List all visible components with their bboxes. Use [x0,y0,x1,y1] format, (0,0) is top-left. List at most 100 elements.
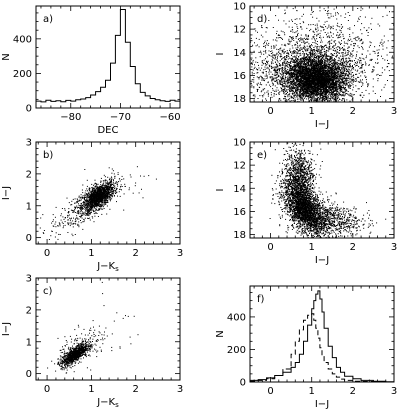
scatter-point [337,73,339,75]
scatter-point [71,364,73,366]
scatter-point [327,85,329,87]
scatter-point [72,348,74,350]
scatter-point [87,217,89,219]
scatter-point [102,204,104,206]
scatter-point [119,347,121,349]
scatter-point [112,187,114,189]
scatter-point [84,341,86,342]
scatter-point [307,96,308,98]
scatter-point [335,95,337,97]
scatter-point [98,335,100,336]
scatter-point [352,86,354,88]
scatter-point [101,188,103,190]
scatter-point [96,193,98,195]
scatter-point [331,95,333,97]
scatter-point [332,61,334,63]
scatter-point [107,185,109,187]
scatter-point [115,181,117,183]
scatter-point [98,192,100,194]
scatter-point [330,75,332,77]
scatter-point [73,355,75,356]
scatter-point [57,238,59,240]
scatter-point [84,353,86,355]
scatter-point [89,355,91,357]
scatter-point [97,186,99,188]
scatter-point [108,188,110,190]
scatter-point [113,185,115,187]
scatter-point [77,345,79,347]
scatter-point [57,361,59,363]
scatter-point [76,353,78,355]
scatter-point [102,197,104,198]
scatter-point [90,200,92,202]
scatter-point [109,188,111,190]
scatter-point [297,90,299,92]
scatter-point [95,196,97,198]
scatter-point [87,203,89,205]
scatter-point [67,348,69,350]
scatter-point [96,340,98,342]
scatter-point [42,214,44,216]
scatter-point [298,109,299,110]
scatter-point [87,193,89,195]
scatter-point [71,357,72,358]
scatter-point [92,320,94,322]
scatter-point [288,85,290,87]
y-tick-label: 1 [26,201,32,212]
scatter-point [103,201,105,203]
scatter-point [73,217,74,219]
scatter-point [75,223,77,225]
scatter-point [120,186,121,188]
scatter-point [63,356,65,358]
scatter-point [84,204,86,206]
scatter-point [60,213,62,215]
scatter-point [89,209,91,211]
scatter-point [329,59,331,61]
scatter-point [63,367,65,369]
scatter-point [322,99,324,101]
scatter-point [98,188,100,190]
scatter-point [84,349,86,351]
scatter-point [332,87,334,89]
scatter-point [88,215,90,217]
scatter-point [97,193,99,195]
scatter-point [75,351,77,353]
scatter-point [319,67,321,69]
scatter-point [108,167,110,169]
scatter-point [100,201,102,203]
scatter-point [110,190,112,192]
scatter-point [70,204,72,206]
scatter-point [292,52,294,54]
scatter-point [72,354,73,356]
scatter-point [293,69,295,71]
scatter-point [74,357,76,359]
scatter-point [105,197,107,199]
scatter-point [112,170,114,172]
scatter-point [304,93,306,95]
scatter-point [69,359,71,361]
scatter-point [106,192,108,193]
scatter-point [69,219,71,221]
scatter-point [97,350,99,352]
scatter-point [77,211,79,212]
scatter-point [80,211,82,213]
scatter-point [95,204,97,205]
y-axis-label: N [1,53,12,60]
scatter-point [66,365,68,367]
scatter-point [282,81,284,82]
scatter-point [82,208,84,210]
scatter-point [105,185,107,186]
scatter-point [78,356,80,358]
scatter-point [84,211,86,213]
scatter-point [85,354,87,356]
scatter-point [99,205,100,207]
y-tick-label: 0 [26,233,32,244]
scatter-point [64,221,66,223]
scatter-point [80,350,82,352]
scatter-point [111,195,113,197]
scatter-point [113,193,115,195]
scatter-point [303,76,305,78]
scatter-point [90,192,92,194]
scatter-point [89,338,91,340]
scatter-point [333,63,335,65]
